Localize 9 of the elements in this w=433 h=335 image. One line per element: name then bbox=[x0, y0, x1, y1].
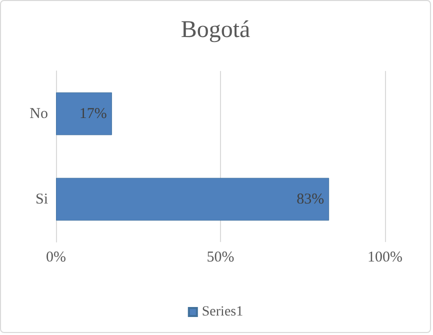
x-tick-label: 100% bbox=[368, 250, 402, 266]
y-tick-label: No bbox=[30, 106, 48, 122]
legend-label: Series1 bbox=[202, 304, 244, 320]
data-label: 83% bbox=[296, 191, 324, 208]
x-tick-label: 0% bbox=[46, 250, 66, 266]
chart-title: Bogotá bbox=[180, 17, 251, 43]
x-tick-label: 50% bbox=[206, 250, 234, 266]
y-tick-label: Si bbox=[35, 191, 48, 208]
data-label: 17% bbox=[79, 106, 107, 122]
